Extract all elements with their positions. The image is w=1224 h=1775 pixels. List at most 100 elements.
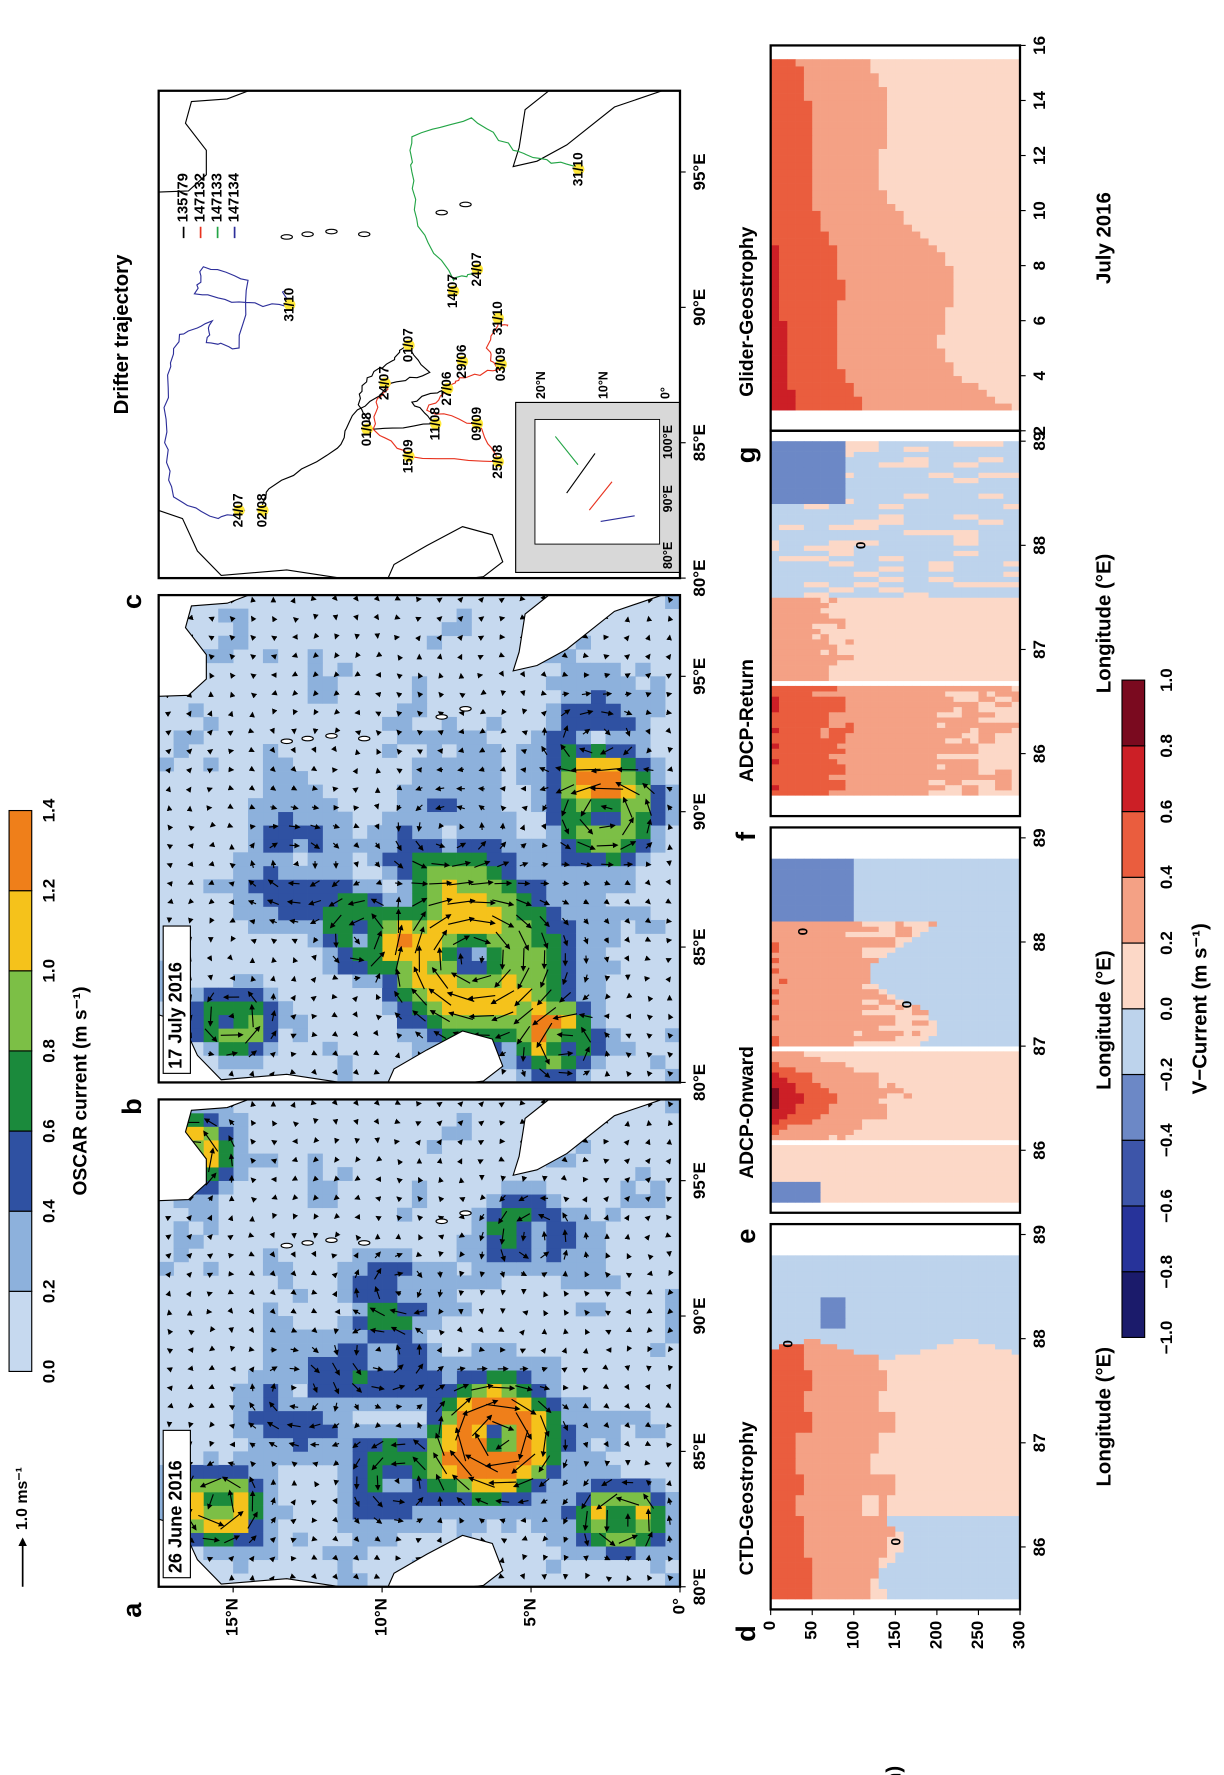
speed-cell [323,879,338,893]
section-cell [954,1537,963,1543]
speed-cell [337,1492,352,1506]
section-cell [895,1354,904,1360]
section-cell [970,1386,979,1392]
section-cell [796,1307,805,1313]
section-cell [929,1333,938,1339]
section-cell [954,1261,963,1267]
section-cell [904,1552,913,1558]
section-cell [904,1458,913,1464]
speed-cell [352,1262,367,1276]
section-cell [854,1171,863,1177]
section-cell [796,1583,805,1589]
section-cell [887,1458,896,1464]
section-cell [1003,1458,1012,1464]
section-cell [962,1500,971,1506]
section-cell [904,1391,913,1397]
section-cell [987,1484,996,1490]
section-cell [837,1484,846,1490]
panel-letter: d [730,1625,761,1642]
speed-cell [308,1411,323,1425]
section-cell [804,1354,813,1360]
section-cell [870,1323,879,1329]
section-cell [978,1479,987,1485]
section-cell [812,1375,821,1381]
current-vector [314,1035,317,1036]
section-cell [978,1594,987,1600]
speed-cell [546,798,561,812]
section-cell [1003,1432,1012,1438]
section-cell [978,1578,987,1584]
section-cell [920,1490,929,1496]
speed-cell [323,798,338,812]
speed-cell [308,785,323,799]
section-cell [812,1500,821,1506]
section-cell [879,1386,888,1392]
section-cell [821,1563,830,1569]
speed-cell [516,1465,531,1479]
current-vector [251,1350,253,1351]
section-cell [862,1505,871,1511]
section-cell [845,1505,854,1511]
section-cell [837,1458,846,1464]
section-cell [920,1396,929,1402]
section-cell [912,1281,921,1287]
section-cell [771,1344,780,1350]
section-cell [821,1406,830,1412]
section-cell [978,1302,987,1308]
y-tick-label: 5°N [521,1598,540,1627]
section-cell [904,1370,913,1376]
section-cell [779,1547,788,1553]
section-cell [995,1161,1004,1167]
section-cell [995,1271,1004,1277]
section-cell [879,1365,888,1371]
section-cell [904,1339,913,1345]
speed-cell [665,1573,680,1587]
section-cell [796,1406,805,1412]
section-cell [1003,1197,1012,1203]
section-cell [978,1339,987,1345]
speed-cell [263,1370,278,1384]
section-cell [821,1594,830,1600]
section-cell [812,1328,821,1334]
section-cell [978,1192,987,1198]
section-cell [1003,1516,1012,1522]
section-cell [945,1391,954,1397]
speed-cell [471,1221,486,1235]
section-cell [1003,1349,1012,1355]
section-cell [954,1547,963,1553]
section-cell [912,1427,921,1433]
section-cell [862,1318,871,1324]
section-cell [954,1427,963,1433]
section-cell [929,1307,938,1313]
section-cell [837,1307,846,1313]
section-cell [870,1401,879,1407]
speed-cell [308,879,323,893]
section-cell [945,1292,954,1298]
date-label: 03/09 [493,347,508,381]
section-cell [870,1417,879,1423]
section-cell [862,1495,871,1501]
section-cell [912,1510,921,1516]
current-vector [460,1217,463,1218]
section-cell [904,1526,913,1532]
speed-cell [546,825,561,839]
section-cell [845,1380,854,1386]
section-cell [1003,1417,1012,1423]
speed-cell [174,730,189,744]
section-cell [779,1287,788,1293]
speed-cell [442,920,457,934]
section-cell [987,1255,996,1261]
section-cell [895,1313,904,1319]
section-cell [995,1583,1004,1589]
speed-cell [591,744,606,758]
speed-cell [591,906,606,920]
section-cell [812,1568,821,1574]
section-cell [937,1526,946,1532]
section-cell [804,1427,813,1433]
section-cell [837,1271,846,1277]
section-cell [870,1281,879,1287]
speed-cell [233,866,248,880]
current-vector [334,788,337,789]
section-cell [787,1495,796,1501]
section-cell [895,1458,904,1464]
